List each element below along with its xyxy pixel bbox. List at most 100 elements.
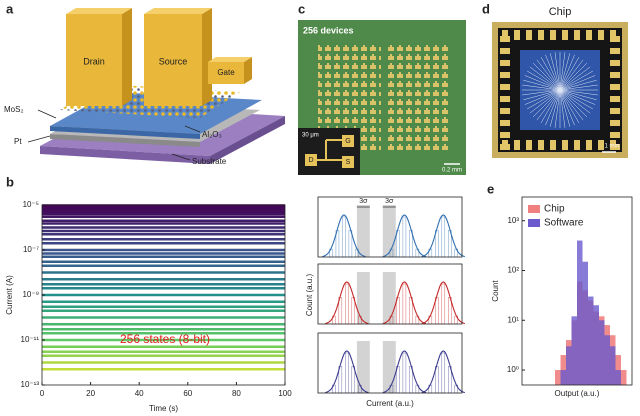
chip-pad (538, 140, 544, 150)
chip-wire (522, 84, 561, 91)
hist-bar (621, 370, 627, 385)
x-axis-label: Output (a.u.) (555, 389, 600, 398)
chip-pad (610, 30, 616, 40)
hist-bar (599, 320, 605, 385)
gaussian-curve (325, 350, 369, 394)
gaussian-curve (382, 281, 427, 325)
chip-wire (549, 89, 561, 127)
channel-label: MoS₂ (4, 105, 24, 114)
chip-wire (559, 75, 596, 91)
legend-label: Software (544, 218, 584, 229)
x-tick-label: 40 (135, 389, 144, 398)
chip-wire (522, 89, 561, 96)
chip-pad (562, 140, 568, 150)
gaussian-curve (322, 214, 366, 258)
chip-title: Chip (549, 6, 572, 18)
hist-bar (615, 370, 621, 385)
chip-wire (559, 89, 597, 101)
chip-scale: 1 mm (605, 144, 620, 150)
chip-wire (559, 89, 594, 110)
chip-pad (500, 108, 510, 114)
hist-bar-outline (441, 352, 446, 394)
chip-wire (559, 89, 598, 96)
sigma-band (356, 272, 370, 324)
chip-wire (559, 70, 594, 91)
chip-pad (610, 108, 620, 114)
y-tick-label: 10⁻¹³ (21, 380, 40, 389)
gaussian-curve (325, 281, 369, 325)
hist-bar-outline (441, 216, 446, 258)
hist-bar (571, 316, 577, 385)
chip-pad (574, 140, 580, 150)
legend-swatch (528, 205, 540, 213)
chip-photo (492, 22, 628, 158)
y-tick-label: 10⁻⁷ (23, 245, 39, 254)
chip-pad (586, 30, 592, 40)
hist-bar-outline (342, 216, 346, 258)
dielectric-label: Al₂O₃ (202, 130, 222, 139)
chip-wire (559, 89, 575, 126)
chip-pad (500, 132, 510, 138)
d-label: D (308, 157, 313, 164)
photo-scale: 0.2 mm (442, 168, 462, 174)
chip-pad (610, 144, 620, 150)
chip-pad (514, 140, 520, 150)
inset-scale: 30 μm (302, 133, 319, 139)
chip-pad (526, 30, 532, 40)
y-tick-label: 10² (507, 266, 519, 275)
chip-pad (610, 96, 620, 102)
chip-pad (562, 30, 568, 40)
plot-frame (521, 196, 633, 386)
y-axis-label: Count (a.u.) (305, 274, 314, 317)
chip-pad (500, 84, 510, 90)
chip-wire (526, 70, 561, 91)
gaussian-curve (382, 214, 427, 258)
s-label: S (346, 159, 351, 166)
chip-pad (574, 30, 580, 40)
chip-wire (523, 79, 561, 91)
chip-wire (524, 75, 561, 91)
hist-bar-outline (345, 352, 349, 394)
chip-pad (610, 84, 620, 90)
hist-bar-outline (402, 283, 407, 325)
chip-pad (502, 30, 508, 40)
source-label: Source (159, 56, 188, 66)
chip-wire (540, 56, 561, 91)
device-schematic (27, 8, 285, 164)
x-tick-label: 0 (40, 389, 45, 398)
sigma-label: 3σ (359, 198, 368, 205)
chip-pad (500, 72, 510, 78)
gaussian-curve (421, 281, 465, 325)
y-tick-label: 10⁻¹¹ (21, 335, 40, 344)
chip-pad (514, 30, 520, 40)
x-axis-label: Current (a.u.) (366, 399, 414, 408)
g-label: G (345, 138, 350, 145)
chip-wire (559, 89, 588, 118)
chip-wire (559, 52, 566, 91)
chip-wire (559, 79, 597, 91)
panel-label: b (6, 174, 14, 189)
hist-bar (566, 346, 572, 385)
chip-wire (536, 59, 561, 91)
chip-pad (538, 30, 544, 40)
chip-wire (532, 62, 561, 91)
chip-wire (559, 62, 588, 91)
x-tick-label: 100 (278, 389, 292, 398)
hist-bar (577, 240, 583, 385)
subplot-frame (317, 263, 463, 325)
chip-wire (526, 89, 561, 110)
hist-bar-outline (402, 216, 407, 258)
chip-wire (523, 89, 561, 101)
hist-bar-outline (402, 352, 407, 394)
x-axis-label: Time (s) (149, 404, 178, 413)
gaussian-curve (421, 214, 465, 258)
x-tick-label: 20 (86, 389, 95, 398)
chip-wire (559, 66, 591, 91)
x-tick-label: 80 (232, 389, 241, 398)
gaussian-curve (421, 350, 465, 394)
chip-pad (586, 140, 592, 150)
chip-pad (610, 60, 620, 66)
chip-wire (559, 59, 584, 91)
legend-swatch (528, 219, 540, 227)
